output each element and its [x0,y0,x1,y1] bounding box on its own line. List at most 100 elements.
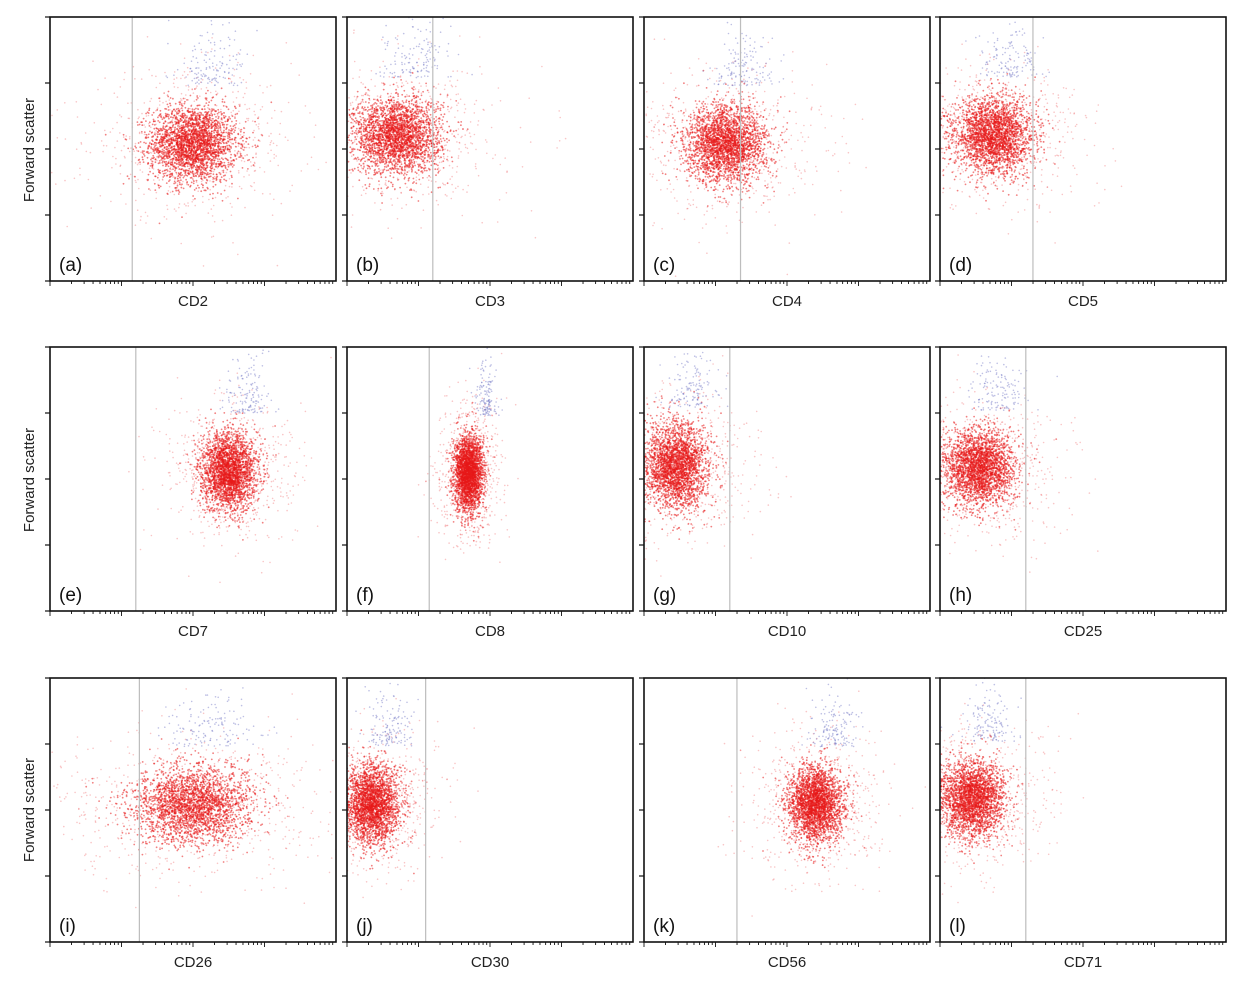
event-dot [152,143,155,146]
event-dot [150,160,153,162]
event-dot [185,212,187,215]
event-dot [213,120,216,122]
event-dot [163,149,165,152]
event-dot [213,127,216,129]
event-dot [209,145,212,148]
event-dot [350,117,353,120]
event-dot [208,78,211,81]
event-dot [220,157,223,160]
event-dot [155,86,158,89]
event-dot [199,147,201,149]
event-dot [182,117,185,119]
event-dot [273,198,275,201]
event-dot [236,64,239,66]
event-dot [162,164,164,167]
event-dot [208,132,211,135]
event-dot [400,161,402,163]
event-dot [167,136,169,139]
event-dot [177,119,180,121]
event-dot [212,130,215,132]
event-dot [161,150,164,153]
event-dot [145,120,147,122]
event-dot [191,143,193,146]
event-dot [397,95,400,97]
event-dot [187,127,190,130]
event-dot [144,126,147,128]
event-dot [175,121,178,124]
event-dot [177,134,179,137]
event-dot [205,135,208,137]
event-dot [241,145,244,147]
event-dot [221,119,223,121]
event-dot [184,140,186,142]
event-dot [219,152,221,155]
event-dot [215,93,218,96]
event-dot [247,119,249,122]
event-dot [163,92,165,94]
event-dot [306,163,309,165]
event-dot [348,114,351,117]
event-dot [228,185,231,188]
event-dot [187,159,190,162]
event-dot [157,168,160,171]
event-dot [216,136,218,139]
event-dot [180,115,183,117]
event-dot [134,145,137,148]
event-dot [231,206,233,208]
event-dot [222,76,225,79]
event-dot [210,81,213,84]
event-dot [177,161,180,164]
event-dot [152,140,154,143]
event-dot [221,123,224,126]
event-dot [158,170,161,172]
event-dot [411,110,414,113]
event-dot [218,111,220,114]
event-dot [200,135,203,138]
event-dot [222,115,225,117]
event-dot [191,129,194,132]
event-dot [208,151,210,154]
event-dot [203,172,206,175]
event-dot [115,163,117,165]
event-dot [163,174,166,177]
event-dot [166,94,169,96]
event-dot [90,207,92,209]
event-dot [237,253,239,256]
event-dot [206,133,209,136]
event-dot [172,136,175,139]
event-dot [238,103,240,106]
event-dot [170,168,173,171]
event-dot [139,141,142,143]
event-dot [241,156,243,159]
event-dot [178,181,181,184]
event-dot [270,140,273,142]
event-dot [139,219,142,221]
event-dot [51,114,53,117]
event-dot [162,137,165,140]
event-dot [411,72,414,74]
event-dot [173,153,176,156]
event-dot [192,165,194,168]
event-dot [400,115,403,118]
event-dot [235,68,238,70]
event-dot [193,45,196,47]
event-dot [158,121,161,124]
event-dot [271,117,273,119]
event-dot [386,92,389,95]
event-dot [233,153,236,156]
event-dot [211,48,213,50]
event-dot [190,164,193,167]
event-dot [185,134,188,137]
event-dot [427,115,429,118]
event-dot [410,196,413,199]
event-dot [161,161,164,164]
event-dot [179,173,181,176]
event-dot [174,168,177,170]
event-dot [159,141,161,144]
event-dot [269,84,272,87]
event-dot [209,162,212,165]
event-dot [210,208,213,210]
event-dot [179,118,182,120]
event-dot [235,97,238,99]
event-dot [224,179,226,181]
